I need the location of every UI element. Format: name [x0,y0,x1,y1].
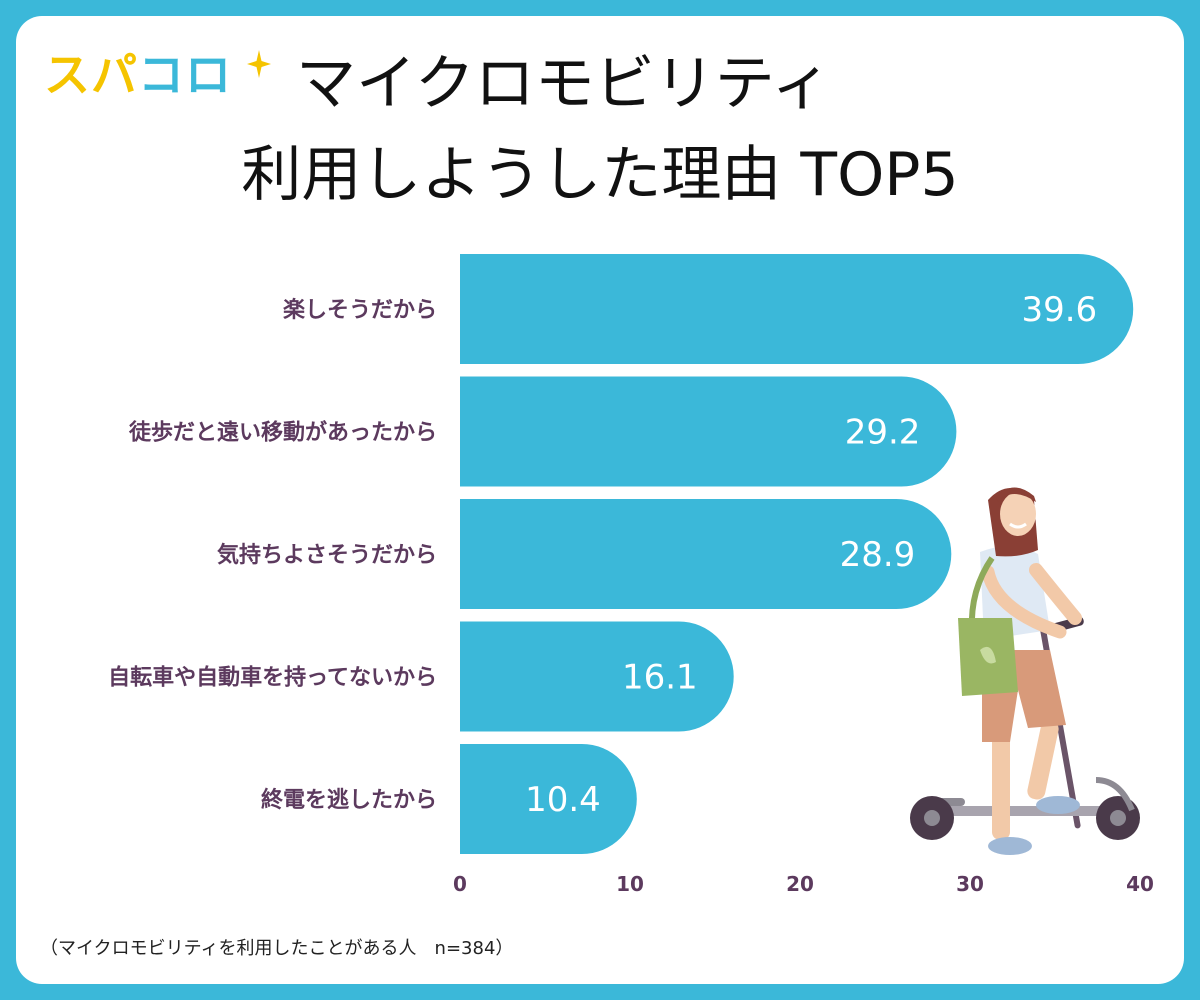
chart-title-line2: 利用しようした理由 TOP5 [241,140,959,210]
category-label-2: 徒歩だと遠い移動があったから [128,420,437,446]
bar-1 [460,254,1134,364]
woman-on-scooter-illustration [910,487,1140,855]
bar-4 [460,621,734,732]
x-tick-labels-group: 0 10 20 30 40 [453,872,1154,896]
value-label-5: 10.4 [525,780,601,820]
x-tick-label-30: 30 [956,872,984,896]
x-tick-label-40: 40 [1126,872,1154,896]
chart-title-line1: マイクロモビリティ [296,49,832,119]
bar-2 [460,376,957,487]
x-tick-label-10: 10 [616,872,644,896]
value-label-1: 39.6 [1021,290,1097,330]
brand-logo: スパコロ [44,52,232,98]
bar-3 [460,499,952,609]
logo-text-yellow: スパ [44,48,138,102]
value-label-3: 28.9 [840,535,916,575]
category-labels-group: 楽しそうだから徒歩だと遠い移動があったから気持ちよさそうだから自転車や自動車を持… [108,297,437,813]
bar-5 [460,744,637,854]
footnote: （マイクロモビリティを利用したことがある人 n=384） [40,938,514,959]
value-label-2: 29.2 [845,413,921,453]
sparkle-icon [247,50,271,78]
category-label-1: 楽しそうだから [283,297,437,323]
category-label-4: 自転車や自動車を持ってないから [108,665,437,691]
x-tick-label-20: 20 [786,872,814,896]
category-label-5: 終電を逃したから [261,787,437,813]
category-label-3: 気持ちよさそうだから [217,542,437,568]
value-labels-group: 39.6 29.2 28.9 16.1 10.4 [525,290,1097,820]
logo-text-blue: コロ [138,48,232,102]
bars-group [460,254,1134,854]
value-label-4: 16.1 [622,658,698,698]
x-tick-label-0: 0 [453,872,467,896]
